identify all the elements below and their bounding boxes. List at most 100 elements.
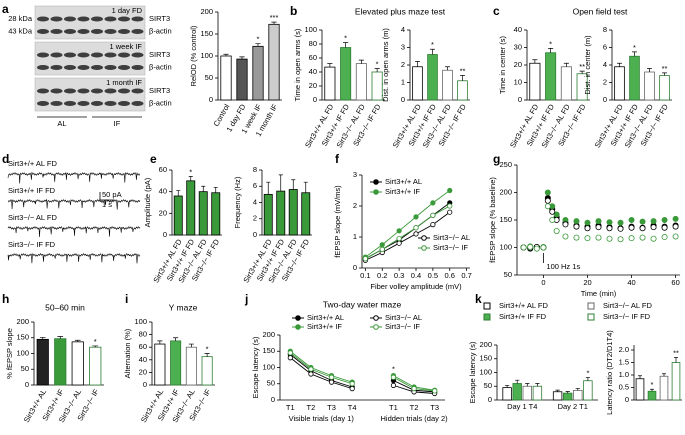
chart-title: Y maze bbox=[169, 302, 198, 312]
y-tick-label: 1.0 bbox=[619, 370, 629, 379]
legend-marker bbox=[295, 324, 301, 330]
error-bar bbox=[278, 174, 283, 192]
marker bbox=[396, 235, 402, 242]
x-tick-label: T3 bbox=[430, 403, 439, 412]
marker bbox=[308, 371, 314, 377]
band bbox=[104, 101, 117, 106]
y-axis-label: Time in open arms (s) bbox=[293, 28, 302, 101]
panel-label: k bbox=[475, 292, 482, 306]
band bbox=[64, 101, 76, 106]
legend-label: Sirt3+/+ IF bbox=[307, 322, 342, 331]
x-tick-label: 0.3 bbox=[394, 271, 404, 280]
y-tick-label: 0 bbox=[209, 95, 213, 104]
y-axis-label: fEPSP slope (% baseline) bbox=[488, 177, 497, 263]
chart-title: Two-day water maze bbox=[323, 299, 402, 309]
marker bbox=[661, 234, 668, 241]
bar bbox=[635, 378, 645, 401]
marker bbox=[287, 350, 293, 356]
y-tick-label: 20 bbox=[159, 208, 167, 217]
legend-swatch bbox=[587, 313, 595, 321]
significance: ** bbox=[579, 62, 585, 71]
significance: * bbox=[94, 337, 97, 346]
band bbox=[118, 65, 130, 70]
panel-label: e bbox=[150, 152, 157, 166]
marker bbox=[396, 228, 402, 234]
y-axis-label: fEPSP slope (mV/ms) bbox=[333, 185, 342, 258]
y-tick-label: 0 bbox=[143, 380, 147, 389]
marker bbox=[672, 233, 679, 240]
bar bbox=[276, 190, 286, 236]
stim-label: 100 Hz 1s bbox=[546, 262, 580, 271]
marker bbox=[606, 225, 613, 232]
y-axis-label: RelOD (% control) bbox=[189, 25, 198, 86]
band bbox=[131, 52, 144, 58]
bar bbox=[560, 66, 572, 101]
band-label: SIRT3 bbox=[149, 86, 170, 95]
bar bbox=[583, 380, 593, 401]
marker bbox=[584, 225, 591, 232]
band bbox=[104, 65, 117, 70]
mw-label: 28 kDa bbox=[8, 14, 33, 23]
group-label: AL bbox=[57, 119, 66, 128]
y-tick-label: 150 bbox=[16, 333, 29, 342]
marker bbox=[287, 355, 293, 361]
y-tick-label: 1.5 bbox=[619, 357, 629, 366]
error-bar bbox=[515, 379, 520, 384]
y-axis-label: Amplitude (pA) bbox=[143, 177, 152, 227]
error-bar bbox=[74, 339, 81, 342]
band bbox=[131, 16, 144, 22]
band bbox=[91, 88, 103, 94]
panel-label: j bbox=[244, 292, 248, 306]
error-bar bbox=[460, 75, 465, 81]
bar bbox=[552, 391, 563, 401]
error-bar bbox=[173, 337, 179, 341]
y-tick-label: 8 bbox=[253, 165, 257, 174]
bar bbox=[659, 375, 669, 401]
y-tick-label: 100 bbox=[304, 25, 317, 34]
y-tick-label: 50 bbox=[484, 381, 492, 390]
y-tick-label: 40 bbox=[139, 355, 147, 364]
y-tick-label: 80 bbox=[139, 330, 147, 339]
bar bbox=[644, 71, 655, 101]
band bbox=[64, 16, 76, 22]
bar bbox=[211, 192, 221, 236]
y-tick-label: 200 bbox=[262, 330, 275, 339]
marker bbox=[390, 382, 397, 388]
y-tick-label: 50 bbox=[205, 73, 213, 82]
band bbox=[118, 101, 130, 106]
band bbox=[37, 16, 49, 22]
mw-label: 43 kDa bbox=[8, 26, 33, 35]
band bbox=[118, 52, 130, 58]
error-bar bbox=[525, 383, 530, 387]
x-tick-label: 0.1 bbox=[360, 271, 370, 280]
error-bar bbox=[617, 62, 622, 67]
bar bbox=[54, 338, 67, 386]
marker bbox=[595, 224, 602, 231]
y-tick-label: 2 bbox=[603, 77, 607, 86]
error-bar bbox=[213, 186, 218, 193]
x-tick-label: 40 bbox=[627, 278, 635, 287]
y-tick-label: 250 bbox=[499, 160, 512, 169]
marker bbox=[617, 236, 624, 243]
y-tick-label: 0 bbox=[25, 380, 29, 389]
y-tick-label: 4 bbox=[253, 197, 257, 206]
error-bar bbox=[504, 385, 510, 388]
chart-title: Elevated plus maze test bbox=[355, 6, 446, 16]
x-tick-label: T2 bbox=[307, 403, 316, 412]
legend-marker bbox=[421, 235, 427, 241]
trace-label: Sirt3+/+ IF FD bbox=[8, 186, 56, 195]
y-tick-label: 100 bbox=[134, 317, 147, 326]
bar bbox=[170, 340, 182, 386]
band bbox=[104, 16, 117, 22]
panel-label: c bbox=[493, 4, 500, 18]
y-tick-label: 200 bbox=[16, 317, 29, 326]
y-axis-label: Time in center (s) bbox=[498, 35, 507, 94]
significance: * bbox=[431, 40, 434, 49]
bar bbox=[236, 58, 248, 101]
marker bbox=[447, 203, 453, 209]
legend-label: Sirt3−/− IF bbox=[385, 322, 420, 331]
error-bar bbox=[548, 48, 554, 53]
error-bar bbox=[632, 51, 637, 57]
band bbox=[104, 52, 117, 58]
y-tick-label: 0 bbox=[271, 395, 275, 404]
